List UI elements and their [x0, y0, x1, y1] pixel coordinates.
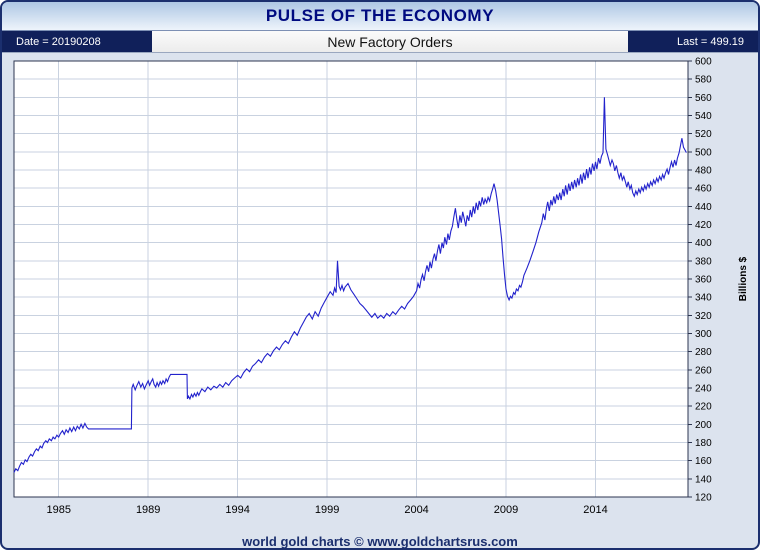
svg-text:180: 180 [695, 438, 712, 449]
svg-text:220: 220 [695, 402, 712, 413]
svg-text:500: 500 [695, 147, 712, 158]
svg-text:200: 200 [695, 420, 712, 431]
x-axis-labels: 1985 1989 1994 1999 2004 2009 2014 [46, 504, 607, 516]
date-badge: Date = 20190208 [2, 31, 152, 52]
svg-text:160: 160 [695, 456, 712, 467]
svg-text:480: 480 [695, 166, 712, 177]
factory-orders-chart: 120 140 160 180 200 220 240 260 280 300 320 340 360 3… [13, 57, 749, 516]
svg-text:580: 580 [695, 75, 712, 86]
chart-area: 120 140 160 180 200 220 240 260 280 300 320 340 360 3… [2, 53, 758, 530]
svg-text:540: 540 [695, 111, 712, 122]
title-bar: PULSE OF THE ECONOMY [2, 2, 758, 31]
chart-title: New Factory Orders [327, 34, 453, 50]
svg-text:460: 460 [695, 184, 712, 195]
svg-text:120: 120 [695, 493, 712, 504]
svg-text:140: 140 [695, 474, 712, 485]
svg-text:300: 300 [695, 329, 712, 340]
svg-text:1999: 1999 [315, 504, 339, 516]
svg-text:280: 280 [695, 347, 712, 358]
svg-text:2014: 2014 [583, 504, 607, 516]
footer: world gold charts © www.goldchartsrus.co… [2, 530, 758, 549]
y-axis-title: Billions $ [738, 256, 749, 301]
svg-text:400: 400 [695, 238, 712, 249]
gridlines [14, 61, 688, 497]
svg-text:2009: 2009 [494, 504, 518, 516]
svg-text:1994: 1994 [225, 504, 249, 516]
svg-text:240: 240 [695, 384, 712, 395]
svg-text:420: 420 [695, 220, 712, 231]
svg-text:260: 260 [695, 365, 712, 376]
svg-text:320: 320 [695, 311, 712, 322]
svg-text:1985: 1985 [46, 504, 70, 516]
y-axis-labels: 120 140 160 180 200 220 240 260 280 300 320 340 360 3… [688, 57, 712, 504]
page-title: PULSE OF THE ECONOMY [265, 6, 495, 25]
svg-text:360: 360 [695, 275, 712, 286]
svg-text:2004: 2004 [404, 504, 428, 516]
svg-text:380: 380 [695, 256, 712, 267]
footer-credit: world gold charts © www.goldchartsrus.co… [242, 534, 518, 549]
svg-text:600: 600 [695, 57, 712, 68]
series-line [13, 97, 687, 473]
svg-text:520: 520 [695, 129, 712, 140]
chart-header: Date = 20190208 New Factory Orders Last … [2, 31, 758, 53]
svg-text:440: 440 [695, 202, 712, 213]
svg-text:1989: 1989 [136, 504, 160, 516]
last-value-badge: Last = 499.19 [628, 31, 758, 52]
svg-text:560: 560 [695, 93, 712, 104]
svg-text:340: 340 [695, 293, 712, 304]
